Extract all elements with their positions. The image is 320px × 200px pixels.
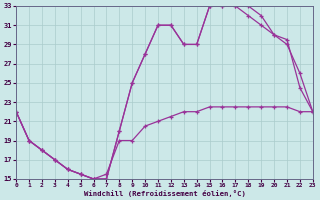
- X-axis label: Windchill (Refroidissement éolien,°C): Windchill (Refroidissement éolien,°C): [84, 190, 245, 197]
